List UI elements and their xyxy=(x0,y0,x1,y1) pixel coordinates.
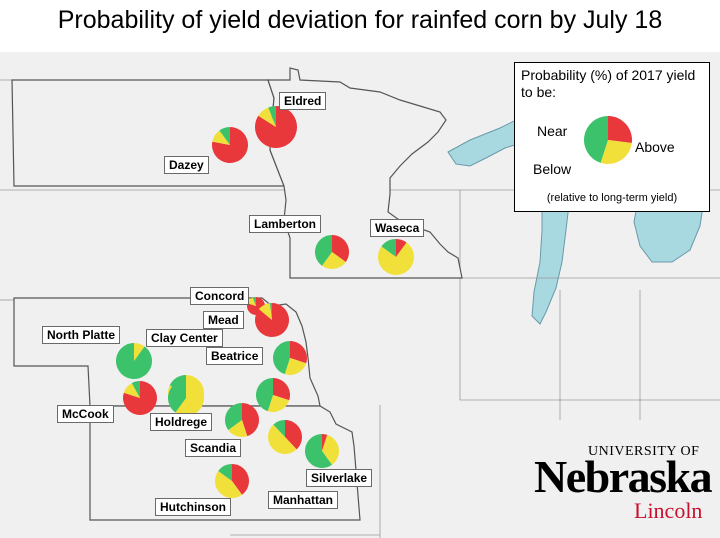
label-hutchinson: Hutchinson xyxy=(155,498,231,516)
pie-eldred-near-slice xyxy=(258,107,276,127)
label-dazey: Dazey xyxy=(164,156,209,174)
legend-pie-below-slice xyxy=(608,116,632,144)
pie-scandia-near-slice xyxy=(228,420,248,438)
legend-near-label: Near xyxy=(537,123,568,139)
pie-waseca xyxy=(378,239,414,275)
logo-lincoln: Lincoln xyxy=(634,498,703,523)
pie-holdrege-above-slice xyxy=(167,380,186,413)
legend-pie-near-slice xyxy=(600,140,632,164)
pie-silverlake xyxy=(304,434,339,468)
label-concord: Concord xyxy=(190,287,250,305)
label-waseca: Waseca xyxy=(370,219,425,237)
pie-eldred xyxy=(254,106,297,149)
logo-university-of: UNIVERSITY OF xyxy=(588,444,700,459)
legend-above-label: Above xyxy=(635,139,675,155)
legend-below-label: Below xyxy=(533,161,572,177)
label-beatrice: Beatrice xyxy=(206,347,264,365)
pie-hutchinson-above-slice xyxy=(218,464,232,481)
pie-waseca-near-slice xyxy=(378,242,414,275)
pie-mccook xyxy=(122,381,157,415)
label-north-platte: North Platte xyxy=(42,326,121,344)
pie-mccook-near-slice xyxy=(123,383,140,398)
pie-beatrice xyxy=(273,341,307,376)
pie-beatrice-near-slice xyxy=(284,358,307,376)
pie-holdrege xyxy=(167,380,204,416)
pie-lamberton-below-slice xyxy=(332,235,349,262)
label-holdrege: Holdrege xyxy=(150,413,213,431)
pie-eldred-below-slice xyxy=(254,106,297,149)
pie-silverlake-above-slice xyxy=(304,434,332,468)
figure-title: Probability of yield deviation for rainf… xyxy=(57,6,663,34)
label-mead: Mead xyxy=(203,311,244,329)
pie-manhattan-below-slice xyxy=(285,420,302,450)
pie-mead xyxy=(254,303,289,338)
pie-hutchinson-near-slice xyxy=(214,471,242,499)
pie-waseca-below-slice xyxy=(396,239,407,257)
pie-hutchinson xyxy=(214,464,250,499)
legend-example-pie xyxy=(584,116,632,164)
pie-layer xyxy=(116,106,414,499)
pie-silverlake-near-slice xyxy=(322,434,339,465)
pie-lamberton xyxy=(315,235,349,269)
pie-beatrice-above-slice xyxy=(273,341,290,375)
logo-nebraska: Nebraska xyxy=(534,451,713,502)
pie-concord-near-slice xyxy=(247,297,256,306)
pie-concord-above-slice xyxy=(252,297,256,306)
pie-mccook-above-slice xyxy=(131,381,140,398)
pie-lamberton-near-slice xyxy=(322,252,346,269)
pie-scandia xyxy=(225,403,259,438)
pie-north-platte-near-slice xyxy=(134,343,145,361)
label-clay-center: Clay Center xyxy=(146,329,223,347)
pie-silverlake-below-slice xyxy=(322,434,328,451)
pie-holdrege-near-slice xyxy=(175,380,204,416)
pie-mead-south-below-slice xyxy=(273,378,290,401)
pie-dazey xyxy=(211,127,248,163)
label-scandia: Scandia xyxy=(185,439,242,457)
pie-manhattan xyxy=(268,420,302,454)
legend-note: (relative to long-term yield) xyxy=(546,192,678,204)
pie-manhattan-near-slice xyxy=(268,424,297,454)
pie-mead-south-above-slice xyxy=(255,378,273,412)
label-manhattan: Manhattan xyxy=(268,491,338,509)
pie-lamberton-above-slice xyxy=(315,235,332,266)
pie-dazey-above-slice xyxy=(219,127,230,145)
label-lamberton: Lamberton xyxy=(249,215,322,233)
pie-mead-near-slice xyxy=(258,303,272,320)
pie-north-platte-above-slice xyxy=(116,343,153,379)
pie-eldred-above-slice xyxy=(268,106,276,127)
pie-mead-above-slice xyxy=(269,303,272,320)
pie-mead-south-near-slice xyxy=(267,395,290,412)
pie-hutchinson-below-slice xyxy=(232,464,250,495)
pie-beatrice-below-slice xyxy=(290,341,307,364)
label-eldred: Eldred xyxy=(279,92,327,110)
pie-north-platte xyxy=(116,343,153,379)
label-mccook: McCook xyxy=(57,405,114,423)
legend-title: Probability (%) of 2017 yield to be: xyxy=(521,67,696,100)
pie-mccook-below-slice xyxy=(122,381,157,415)
pie-scandia-above-slice xyxy=(225,403,242,430)
pie-mead-south xyxy=(255,378,290,412)
pie-scandia-below-slice xyxy=(242,403,259,437)
legend-box: Probability (%) of 2017 yield to be: Nea… xyxy=(514,62,710,212)
legend-pie-above-slice xyxy=(584,116,608,163)
pie-dazey-near-slice xyxy=(212,130,230,145)
pie-manhattan-above-slice xyxy=(273,420,285,437)
pie-waseca-above-slice xyxy=(381,239,396,257)
university-logo: UNIVERSITY OF Nebraska Lincoln xyxy=(534,440,713,530)
label-silverlake: Silverlake xyxy=(306,469,373,487)
